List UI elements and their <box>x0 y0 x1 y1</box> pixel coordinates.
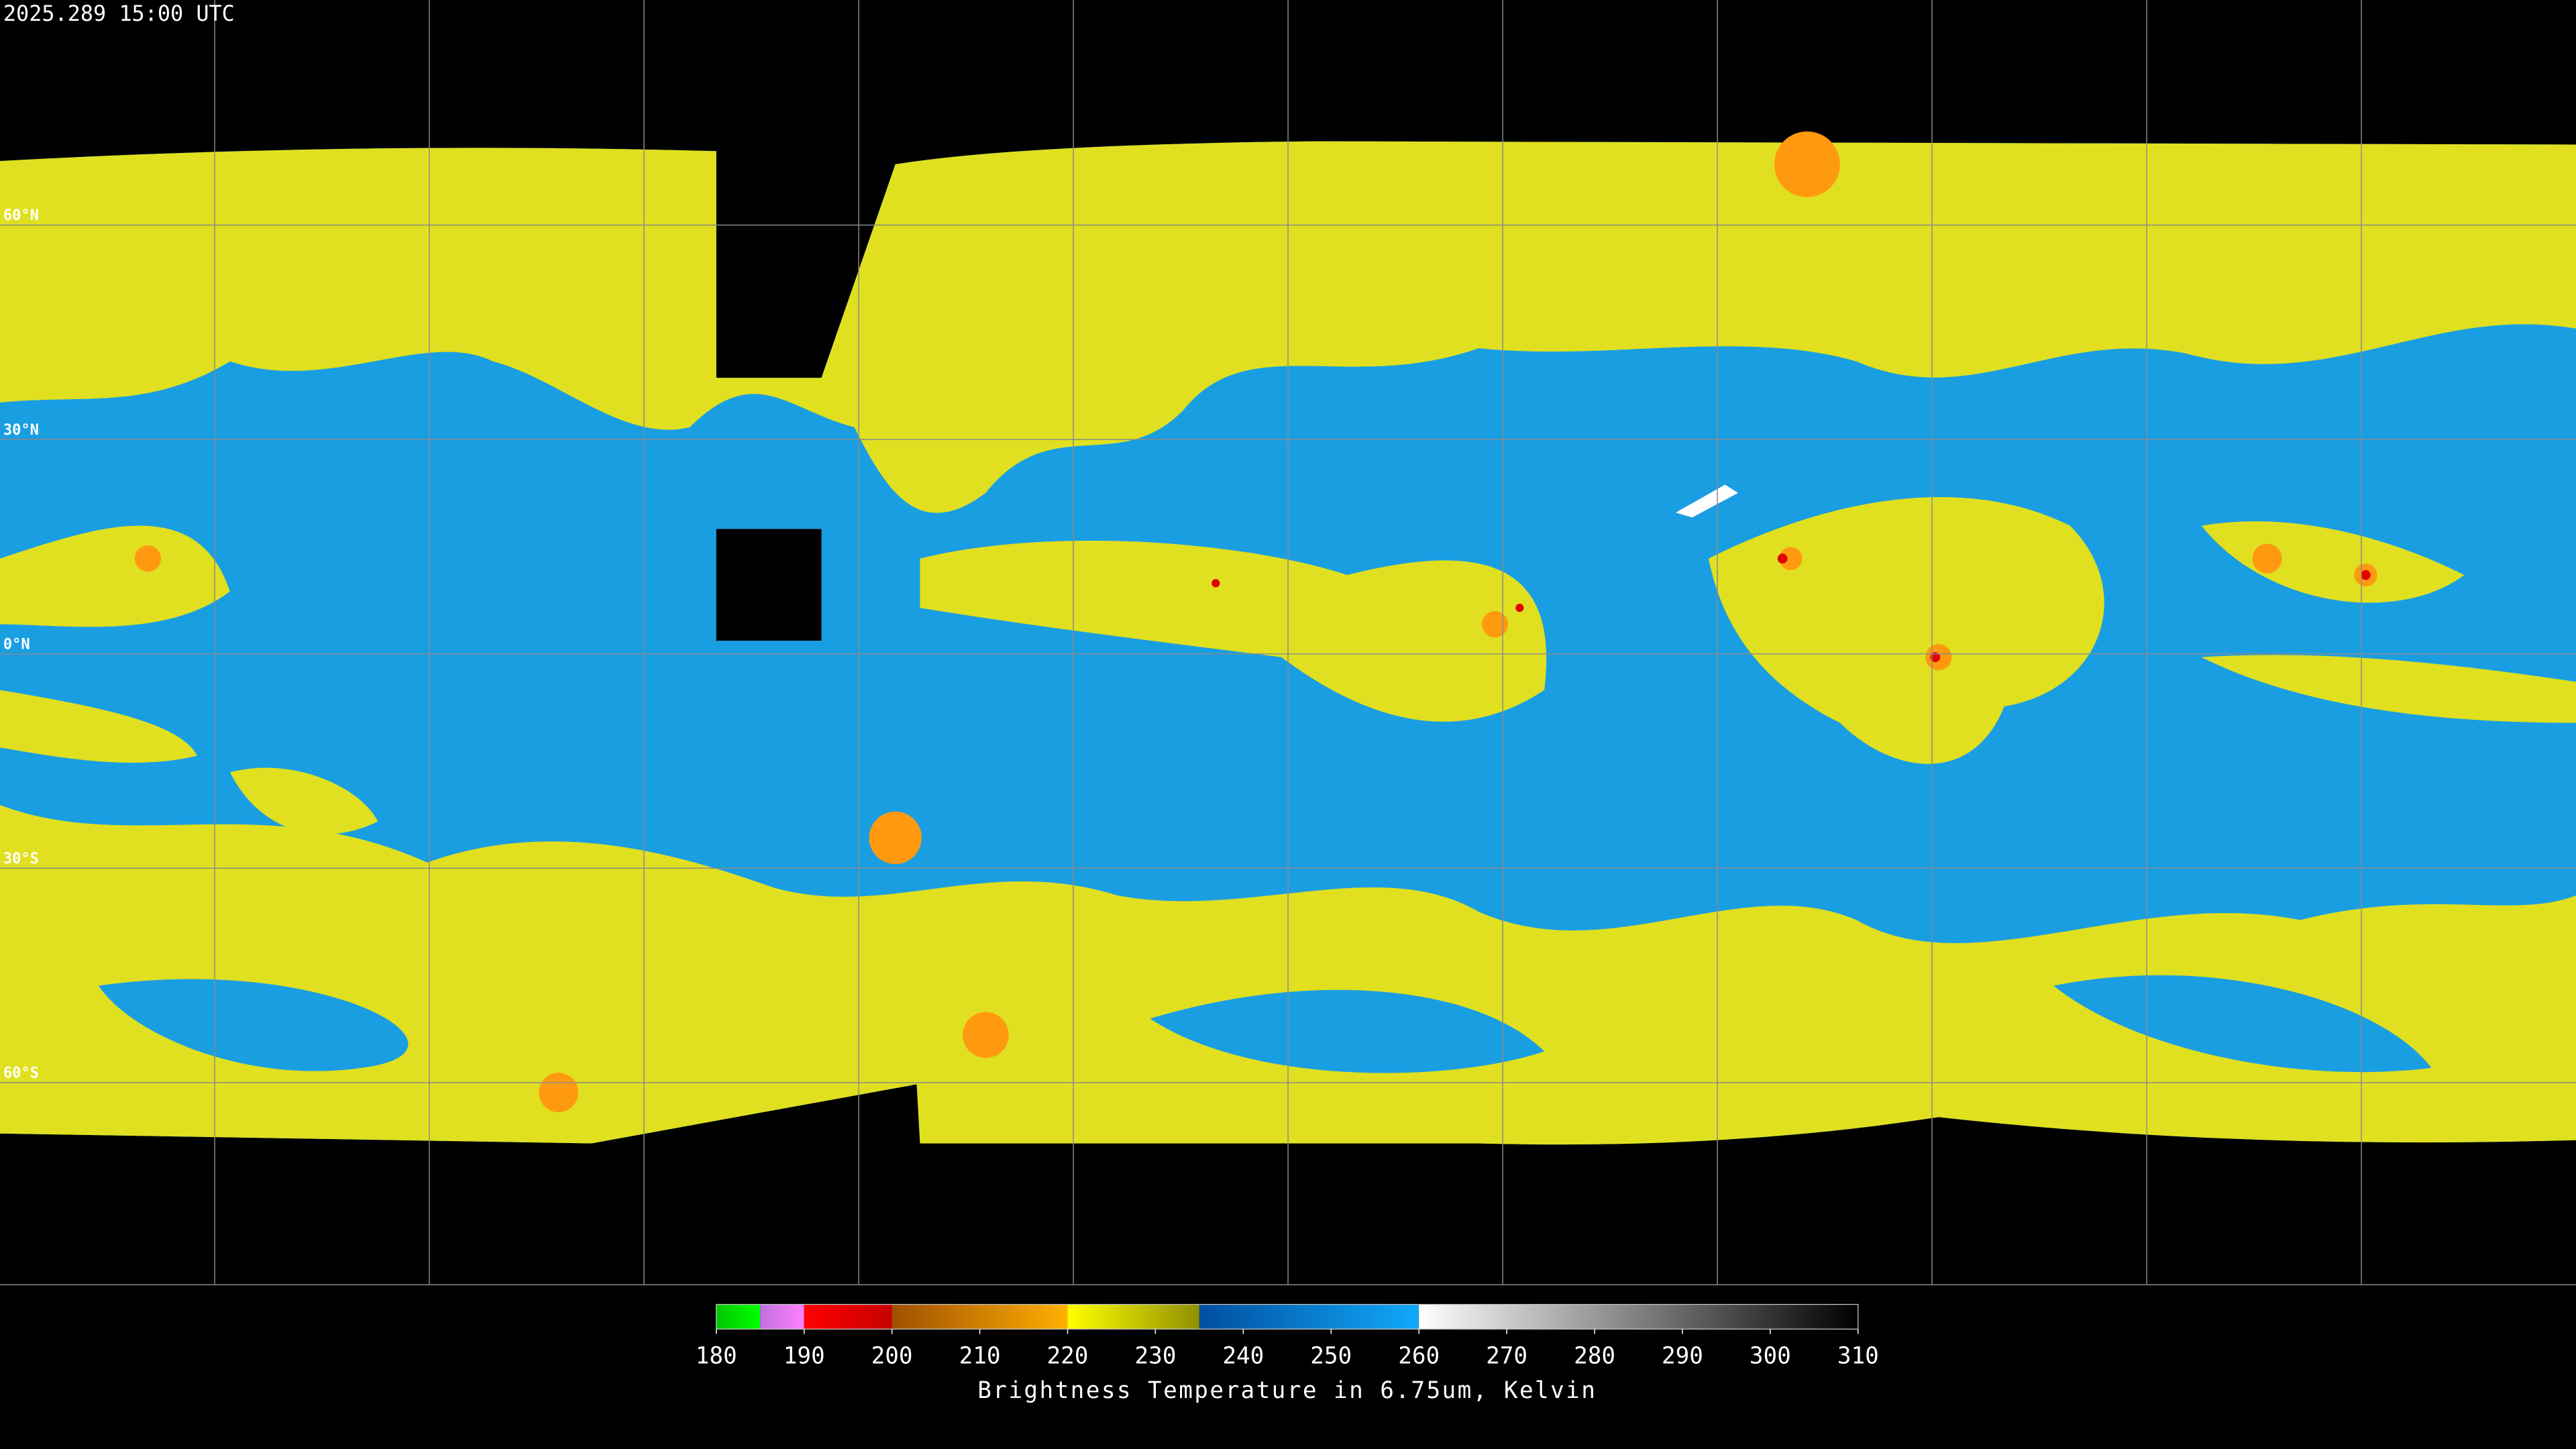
colorbar-segment <box>1419 1304 1858 1330</box>
colorbar-tick-label: 270 <box>1486 1343 1527 1370</box>
colorbar-tick-label: 250 <box>1310 1343 1352 1370</box>
latitude-label: 60°N <box>3 207 39 224</box>
colorbar-tick-label: 300 <box>1750 1343 1791 1370</box>
colorbar-tick-label: 310 <box>1837 1343 1879 1370</box>
colorbar-tick-label: 210 <box>959 1343 1001 1370</box>
colorbar-tick-label: 180 <box>696 1343 737 1370</box>
graticule <box>0 0 2576 1285</box>
colorbar-segment <box>716 1304 761 1330</box>
latitude-label: 30°S <box>3 851 39 867</box>
latitude-label: 0°N <box>3 636 30 653</box>
colorbar-segment <box>1199 1304 1419 1330</box>
colorbar-tick-label: 260 <box>1398 1343 1440 1370</box>
colorbar-tick-label: 190 <box>784 1343 825 1370</box>
latitude-label: 30°N <box>3 422 39 439</box>
warm-dry-spot <box>1675 484 1739 518</box>
latitude-label: 60°S <box>3 1065 39 1082</box>
colorbar-segment <box>1067 1304 1199 1330</box>
colorbar-segment <box>760 1304 804 1330</box>
colorbar-label: Brightness Temperature in 6.75um, Kelvin <box>977 1377 1597 1404</box>
colorbar-segment <box>804 1304 892 1330</box>
colorbar-frame <box>716 1303 1859 1330</box>
colorbar-segment <box>892 1304 1068 1330</box>
missing-data <box>716 529 822 641</box>
colorbar-tick-label: 280 <box>1574 1343 1615 1370</box>
colorbar-tick-label: 230 <box>1134 1343 1176 1370</box>
colorbar-tick-label: 220 <box>1047 1343 1089 1370</box>
colorbar: 180 190 200 210 220 230 240 250 260 270 280 290 300 3… <box>696 1303 1879 1404</box>
deep-convection <box>1212 553 2371 662</box>
colorbar-tick-label: 290 <box>1662 1343 1703 1370</box>
latitude-labels: 60°N 30°N 0°N 30°S 60°S <box>3 207 39 1081</box>
cold-cloud-tops <box>134 131 2377 1112</box>
dry-intrusions <box>98 975 2432 1073</box>
timestamp: 2025.289 15:00 UTC <box>3 1 235 26</box>
colorbar-tick-label: 240 <box>1222 1343 1264 1370</box>
colorbar-tick-label: 200 <box>871 1343 913 1370</box>
